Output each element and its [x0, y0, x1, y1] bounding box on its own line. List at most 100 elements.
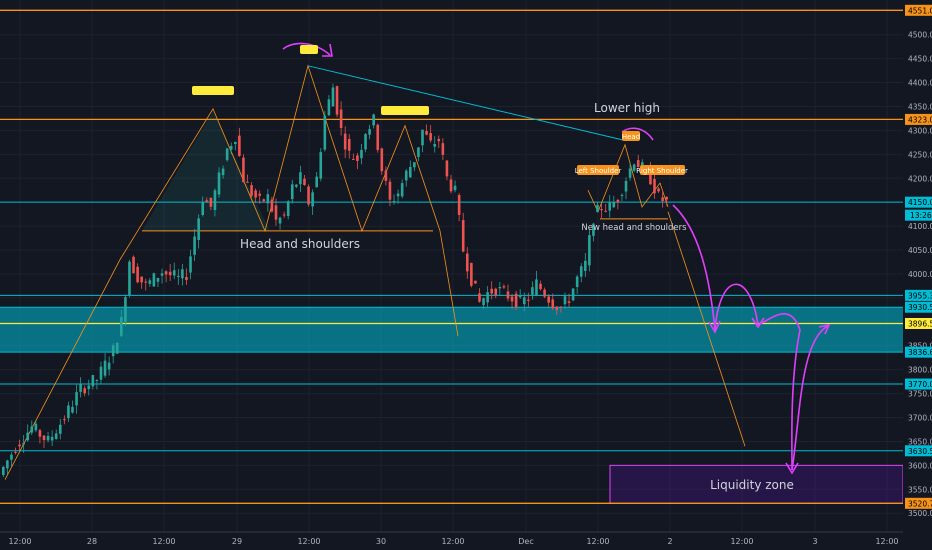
candle-body	[197, 218, 200, 240]
price-level-tag-text: 3770.0	[908, 380, 932, 389]
candle-body	[347, 139, 351, 151]
candle-body	[494, 288, 498, 296]
time-tick-label: 12:00	[152, 537, 175, 546]
candle-body	[2, 466, 5, 476]
candle-body	[26, 432, 30, 441]
candle-body	[372, 114, 375, 126]
candle-body	[193, 236, 196, 255]
candle-body	[649, 168, 652, 185]
candle-body	[368, 129, 371, 135]
candle-body	[34, 423, 38, 431]
candle-body	[242, 157, 245, 183]
candle-body	[103, 360, 107, 376]
candle-body	[425, 131, 428, 135]
candle-body	[571, 288, 575, 301]
candle-body	[413, 162, 416, 168]
candle-body	[238, 135, 241, 156]
price-level-tag	[905, 301, 932, 313]
price-level-tag-text: 3896.5	[908, 319, 932, 328]
time-axis[interactable]: 12:00 28 12:00 29 12:00 30 12:00 Dec 12:00 2 12:00…	[0, 531, 932, 550]
projection-arrow	[282, 42, 331, 56]
candle-body	[510, 296, 514, 302]
price-level-tag	[905, 289, 932, 301]
time-tick-label: 12:00	[730, 537, 753, 546]
candle-body	[136, 266, 139, 283]
candle-body	[392, 200, 396, 203]
candle-body	[551, 299, 555, 309]
candle-body	[555, 306, 559, 310]
candle-body	[441, 143, 445, 155]
price-tick-label: 4000.0	[908, 270, 932, 279]
head-marker	[300, 45, 318, 54]
candle-body	[42, 435, 46, 441]
candle-body	[75, 392, 78, 406]
projection-arrow	[791, 325, 829, 471]
candle-body	[559, 306, 563, 308]
candle-body	[339, 109, 343, 128]
left-shoulder-tag-text: Left Shoulder	[575, 167, 622, 175]
candle-body	[319, 152, 323, 179]
candle-body	[148, 280, 152, 284]
candle-body	[67, 405, 70, 419]
candle-body	[209, 197, 213, 207]
price-level-tag-text: 3930.5	[908, 303, 932, 312]
candle-body	[54, 433, 58, 439]
candle-body	[331, 87, 335, 107]
candle-body	[99, 366, 103, 380]
candle-body	[547, 296, 550, 303]
arrow-head	[785, 462, 799, 475]
candle-body	[14, 451, 17, 453]
time-tick-label: 12:00	[875, 537, 898, 546]
time-tick-label: 12:00	[8, 537, 31, 546]
demand-zone	[0, 307, 903, 353]
candle-body	[266, 194, 270, 204]
price-tick-label: 3500.0	[908, 509, 932, 518]
candle-body	[91, 375, 95, 387]
price-level-tag	[905, 317, 932, 329]
candle-body	[665, 196, 669, 200]
candle-body	[18, 444, 21, 447]
price-tick-label: 3600.0	[908, 461, 932, 470]
candle-body	[588, 235, 591, 266]
candle-body	[518, 295, 522, 298]
candle-body	[144, 281, 148, 283]
lower-high-label: Lower high	[594, 101, 660, 115]
candle-body	[46, 435, 50, 441]
candle-body	[152, 273, 156, 287]
candle-body	[465, 253, 469, 272]
candle-body	[128, 261, 131, 295]
candle-body	[95, 380, 99, 382]
candle-body	[213, 190, 217, 210]
price-level-tag	[905, 445, 932, 457]
candle-body	[632, 164, 636, 171]
candle-body	[177, 275, 180, 277]
candle-body	[168, 271, 172, 276]
candle-body	[421, 129, 424, 146]
candle-body	[360, 149, 363, 159]
candle-body	[461, 220, 465, 252]
price-tick-label: 3750.0	[908, 390, 932, 399]
candle-body	[30, 426, 34, 433]
candle-body	[278, 217, 282, 224]
candle-body	[172, 270, 176, 276]
candle-body	[250, 185, 253, 196]
time-tick-label: 3	[812, 537, 817, 546]
candle-body	[490, 288, 493, 294]
price-axis[interactable]: 3500.0 3550.0 3600.0 3650.0 3700.0 3750.0 3800…	[903, 0, 932, 550]
candle-body	[262, 199, 266, 202]
left-shoulder-tag	[577, 165, 619, 175]
candle-body	[58, 424, 62, 434]
candle-body	[514, 293, 518, 308]
price-tick-label: 4200.0	[908, 174, 932, 183]
candle-body	[83, 388, 86, 394]
price-level-tag-text: 4323.0	[908, 115, 932, 124]
candle-body	[535, 279, 538, 296]
liquidity-zone	[609, 464, 904, 504]
time-tick-label: 28	[87, 537, 97, 546]
head-tag-text: Head	[622, 133, 640, 141]
head-tag	[622, 131, 640, 141]
candle-body	[620, 194, 624, 196]
candle-body	[343, 133, 347, 150]
candle-body	[270, 199, 274, 212]
